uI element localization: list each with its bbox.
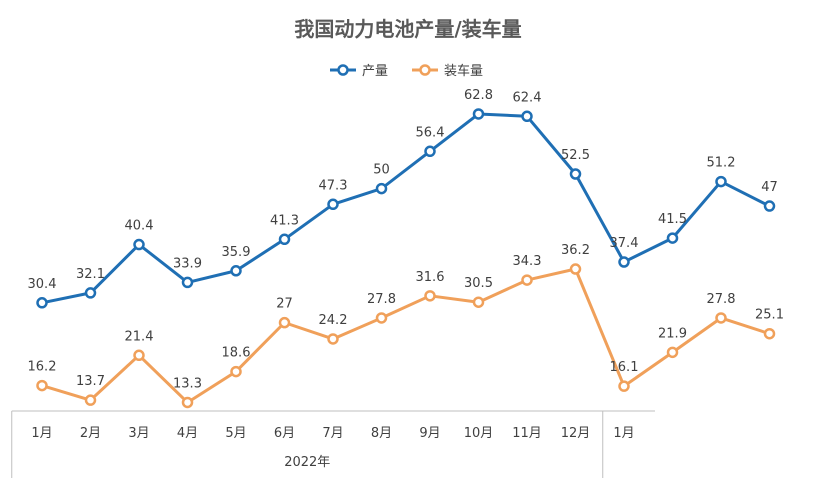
data-label: 51.2 <box>707 156 736 171</box>
data-label: 34.3 <box>513 254 542 269</box>
data-point[interactable] <box>278 316 291 329</box>
data-label: 50 <box>373 163 390 178</box>
data-point[interactable] <box>569 263 582 275</box>
x-tick-label: 4月 <box>177 426 198 441</box>
x-tick-label: 10月 <box>464 426 494 441</box>
data-label: 56.4 <box>416 125 445 140</box>
year-group-label: 2022年 <box>284 455 330 470</box>
data-label: 16.1 <box>610 360 639 375</box>
data-label: 47 <box>761 180 778 195</box>
data-label: 30.5 <box>464 276 493 291</box>
data-point[interactable] <box>569 168 582 180</box>
data-label: 18.6 <box>222 346 251 361</box>
x-tick-label: 2月 <box>80 426 101 441</box>
data-point[interactable] <box>763 200 776 212</box>
data-point[interactable] <box>424 145 436 158</box>
plot-area: 30.4 32.1 40.4 33.9 35.9 41.3 47.3 50 56.4 62.8 62… <box>28 88 784 409</box>
x-axis: 1月 2月 3月 4月 5月 6月 7月 8月 9月 10月 11月 12月 1月 2022年 <box>11 410 655 478</box>
data-point[interactable] <box>472 108 485 120</box>
data-label: 24.2 <box>319 313 348 328</box>
data-label: 13.3 <box>173 376 202 391</box>
data-label: 40.4 <box>125 219 154 234</box>
data-point[interactable] <box>472 296 485 308</box>
x-tick-label: 1月 <box>613 426 634 441</box>
series-line <box>41 267 770 404</box>
legend-label-production: 产量 <box>362 64 388 79</box>
data-label: 16.2 <box>28 360 57 375</box>
data-label: 41.5 <box>658 212 687 227</box>
data-point[interactable] <box>715 175 727 188</box>
data-label: 62.4 <box>513 90 542 105</box>
data-point[interactable] <box>521 110 533 123</box>
data-point[interactable] <box>666 232 679 244</box>
data-label: 27.8 <box>707 292 736 307</box>
data-point[interactable] <box>715 312 727 324</box>
data-point[interactable] <box>618 380 630 392</box>
data-point[interactable] <box>278 233 291 246</box>
data-point[interactable] <box>84 287 97 299</box>
data-label: 25.1 <box>755 308 784 323</box>
legend-item-production[interactable]: 产量 <box>330 64 388 79</box>
data-point[interactable] <box>230 265 242 277</box>
x-tick-label: 12月 <box>561 426 591 441</box>
legend: 产量 装车量 <box>330 63 483 79</box>
data-point[interactable] <box>375 182 388 195</box>
data-label: 21.4 <box>125 329 154 344</box>
data-label: 62.8 <box>464 88 493 103</box>
data-label: 52.5 <box>561 148 590 163</box>
data-point[interactable] <box>327 198 339 211</box>
data-point[interactable] <box>763 327 776 340</box>
series-production: 30.4 32.1 40.4 33.9 35.9 41.3 47.3 50 56.4 62.8 62… <box>28 88 778 309</box>
data-point[interactable] <box>666 346 679 359</box>
data-label: 30.4 <box>28 277 57 292</box>
data-label: 35.9 <box>222 245 251 260</box>
data-point[interactable] <box>424 290 436 302</box>
x-tick-label: 5月 <box>225 426 246 441</box>
data-point[interactable] <box>618 256 630 268</box>
series-line <box>41 112 771 305</box>
data-point[interactable] <box>327 333 339 345</box>
chart-title: 我国动力电池产量/装车量 <box>294 17 521 41</box>
data-point[interactable] <box>84 394 97 406</box>
data-point[interactable] <box>36 297 48 309</box>
data-point[interactable] <box>133 238 145 251</box>
data-point[interactable] <box>181 396 194 409</box>
data-point[interactable] <box>375 312 388 324</box>
data-label: 27 <box>276 297 293 312</box>
data-point[interactable] <box>133 349 145 362</box>
series-installed: 16.2 13.7 21.4 13.3 18.6 27 24.2 27.8 31.6 30.5 34… <box>28 243 784 409</box>
legend-item-installed[interactable]: 装车量 <box>412 63 483 79</box>
data-point[interactable] <box>181 276 194 289</box>
data-label: 32.1 <box>76 267 105 282</box>
data-label: 33.9 <box>173 256 202 271</box>
x-tick-label: 9月 <box>419 426 440 441</box>
data-label: 27.8 <box>367 292 396 307</box>
data-point[interactable] <box>36 379 48 392</box>
x-tick-label: 6月 <box>274 426 295 441</box>
data-label: 37.4 <box>610 236 639 251</box>
data-point[interactable] <box>521 274 533 286</box>
data-point[interactable] <box>230 365 242 378</box>
x-tick-label: 1月 <box>31 426 52 441</box>
x-tick-label: 8月 <box>371 426 392 441</box>
x-tick-label: 7月 <box>322 426 343 441</box>
data-label: 36.2 <box>561 243 590 258</box>
data-label: 47.3 <box>319 178 348 193</box>
x-tick-label: 11月 <box>512 426 542 441</box>
data-label: 21.9 <box>658 326 687 341</box>
data-label: 31.6 <box>416 270 445 285</box>
x-tick-label: 3月 <box>128 426 149 441</box>
legend-label-installed: 装车量 <box>444 63 483 79</box>
data-label: 41.3 <box>270 213 299 228</box>
data-label: 13.7 <box>76 374 105 389</box>
